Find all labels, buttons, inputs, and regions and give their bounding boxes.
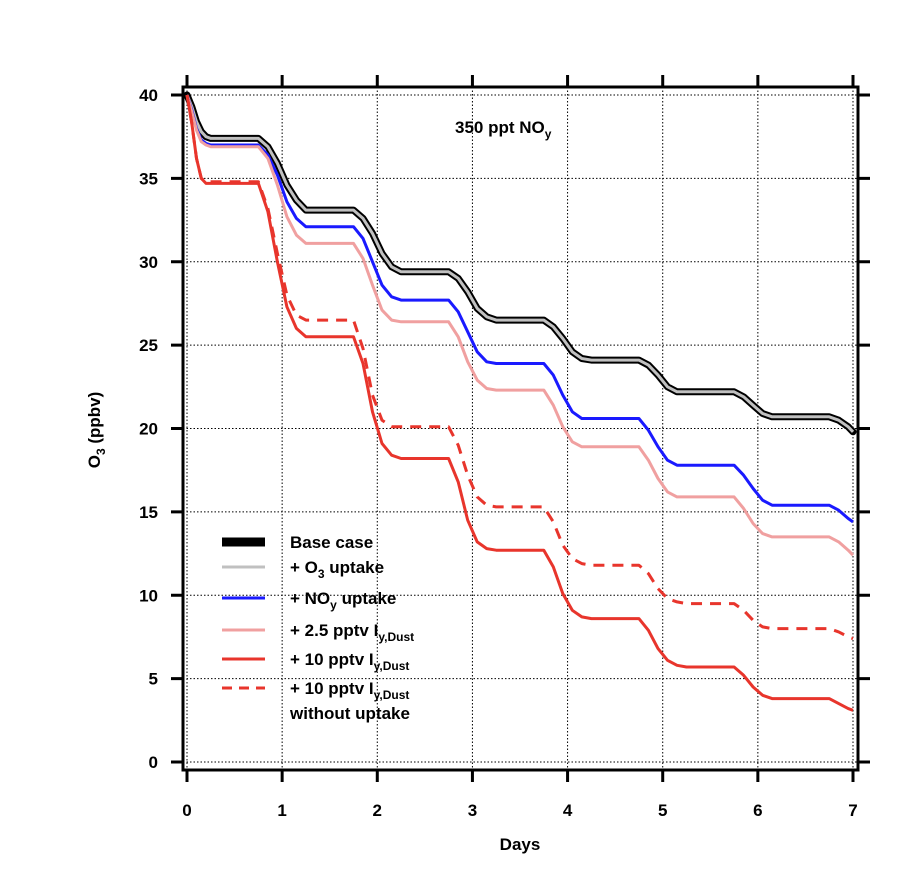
legend-label-5-line2: without uptake [289, 704, 410, 723]
y-tick-label: 15 [139, 503, 158, 522]
y-tick-label: 30 [139, 253, 158, 272]
legend-label-2-part: y [330, 598, 337, 612]
x-tick-label: 0 [182, 801, 191, 820]
legend-label-3-part: + 2.5 pptv I [290, 621, 378, 640]
y-tick-label: 35 [139, 169, 158, 188]
legend-label-1-part: + O [290, 558, 318, 577]
x-tick-label: 2 [373, 801, 382, 820]
y-tick-label: 25 [139, 336, 158, 355]
y-axis-label: O3 (ppbv) [85, 392, 108, 469]
legend-label-4: + 10 pptv Iy,Dust [290, 650, 409, 673]
y-tick-label: 10 [139, 586, 158, 605]
legend-label-0-part: Base case [290, 533, 373, 552]
legend-label-5-part: y,Dust [374, 688, 410, 702]
y-axis-label-part: 3 [94, 448, 108, 455]
legend-label-2-part: uptake [337, 589, 397, 608]
legend-label-2-part: + NO [290, 589, 330, 608]
series-group [183, 91, 857, 712]
series-line-base-case-core [186, 94, 854, 433]
grid [183, 87, 858, 770]
legend-label-4-part: + 10 pptv I [290, 650, 374, 669]
y-axis-label-part: (ppbv) [85, 392, 104, 449]
annotation: 350 ppt NOy [455, 118, 552, 141]
legend [222, 537, 265, 690]
legend-label-0: Base case [290, 533, 373, 552]
y-tick-label: 40 [139, 86, 158, 105]
annotation-main: 350 ppt NO [455, 118, 545, 137]
series-line-base-case [183, 91, 857, 436]
y-axis-label-part: O [85, 455, 104, 468]
x-tick-label: 4 [563, 801, 573, 820]
x-tick-label: 6 [753, 801, 762, 820]
legend-label-5: + 10 pptv Iy,Dust [290, 679, 409, 702]
y-tick-label: 20 [139, 420, 158, 439]
series-line-1 [185, 94, 855, 433]
legend-label-4-part: y,Dust [374, 659, 410, 673]
annotation-sub: y [545, 127, 552, 141]
legend-label-1: + O3 uptake [290, 558, 384, 581]
x-tick-label: 7 [848, 801, 857, 820]
legend-label-3: + 2.5 pptv Iy,Dust [290, 621, 414, 644]
y-tick-label: 5 [149, 670, 158, 689]
series-line-5 [185, 94, 854, 641]
legend-label-2: + NOy uptake [290, 589, 396, 612]
legend-label-3-part: y,Dust [378, 630, 414, 644]
legend-label-1-part: uptake [325, 558, 385, 577]
x-tick-label: 5 [658, 801, 667, 820]
x-tick-label: 3 [468, 801, 477, 820]
x-axis-label: Days [500, 835, 541, 854]
series-line-2 [185, 94, 854, 524]
x-tick-label: 1 [277, 801, 286, 820]
series-line-3 [185, 94, 855, 557]
y-tick-label: 0 [149, 753, 158, 772]
legend-label-5-part: + 10 pptv I [290, 679, 374, 698]
series-line-4 [185, 94, 854, 712]
legend-label-1-part: 3 [318, 567, 325, 581]
